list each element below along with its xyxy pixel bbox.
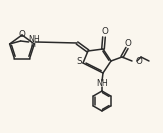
Text: O: O (135, 57, 142, 65)
Text: O: O (19, 30, 25, 39)
Text: NH: NH (28, 36, 39, 44)
Text: H: H (31, 42, 36, 48)
Text: S: S (76, 57, 82, 66)
Text: NH: NH (96, 80, 108, 88)
Text: O: O (102, 28, 108, 36)
Text: O: O (125, 40, 131, 49)
